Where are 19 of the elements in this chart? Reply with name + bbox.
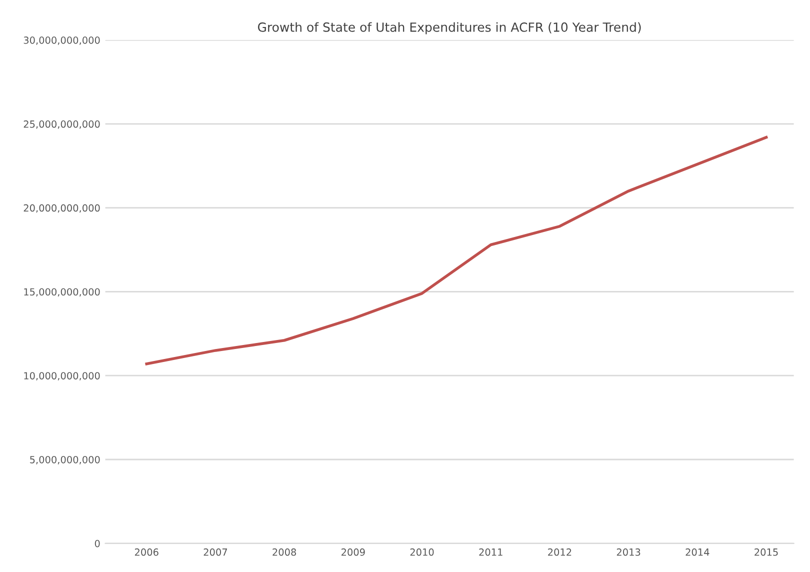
x-tick-label: 2007 [204,548,227,556]
chart-title: Growth of State of Utah Expenditures in ACFR (10 Year Trend) [258,22,641,34]
x-tick-label: 2009 [342,548,365,556]
y-tick-label: 15,000,000,000 [24,288,100,297]
x-tick-label: 2011 [479,548,502,556]
x-tick-label: 2008 [272,548,296,556]
x-tick-label: 2013 [616,548,640,556]
x-tick-label: 2014 [686,548,710,556]
x-tick-label: 2012 [548,548,572,556]
y-tick-label: 20,000,000,000 [24,204,100,213]
y-tick-label: 30,000,000,000 [24,36,100,45]
y-tick-label: 0 [94,540,100,548]
x-tick-label: 2015 [754,548,778,556]
y-tick-label: 10,000,000,000 [24,372,100,380]
x-tick-label: 2006 [134,548,158,556]
y-tick-label: 25,000,000,000 [24,120,100,129]
y-tick-label: 5,000,000,000 [30,456,100,464]
line-series [145,136,768,366]
x-tick-label: 2010 [410,548,434,556]
